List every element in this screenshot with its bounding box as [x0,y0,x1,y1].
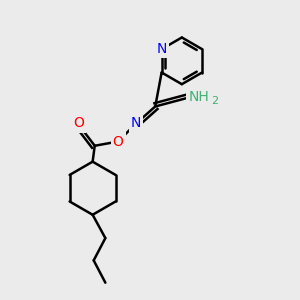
Text: 2: 2 [212,96,219,106]
Text: O: O [113,134,124,148]
Text: N: N [131,116,141,130]
Text: N: N [156,42,167,56]
Text: NH: NH [188,90,209,104]
Text: O: O [74,116,84,130]
